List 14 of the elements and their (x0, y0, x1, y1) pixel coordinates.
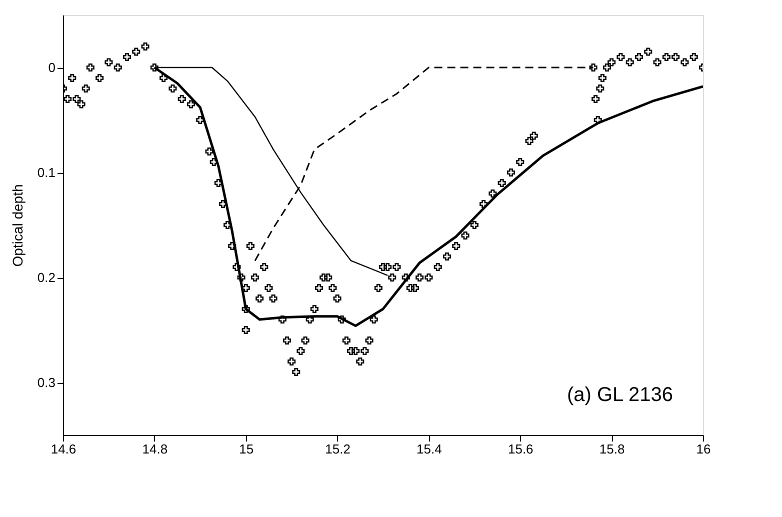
annotation: (a) GL 2136 (567, 384, 673, 406)
y-tick-label: 0 (48, 60, 56, 75)
x-tick-label: 14.8 (142, 442, 168, 456)
x-tick-label: 16 (696, 442, 711, 456)
x-tick-label: 15.2 (325, 442, 350, 456)
x-tick-label: 14.6 (50, 442, 76, 456)
y-tick-label: 0.3 (37, 375, 56, 390)
x-tick-label: 15.4 (416, 442, 442, 456)
y-tick-label: 0.1 (37, 165, 56, 180)
y-tick-label: 0.2 (37, 270, 56, 285)
x-tick-label: 15.6 (508, 442, 534, 456)
x-tick-label: 15 (239, 442, 254, 456)
y-axis-title: Optical depth (9, 184, 26, 267)
x-tick-label: 15.8 (599, 442, 625, 456)
